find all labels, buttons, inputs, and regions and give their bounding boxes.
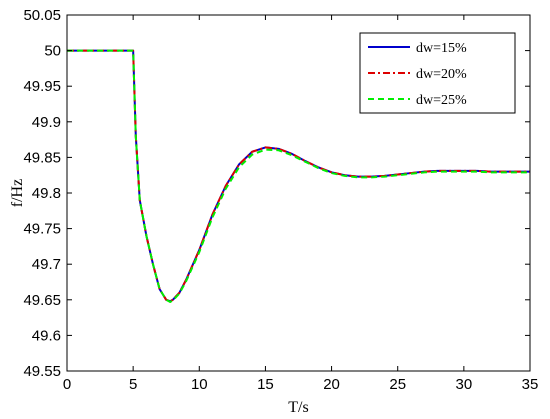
x-tick-label: 20 [323, 376, 340, 393]
y-tick-label: 49.75 [23, 221, 61, 238]
y-tick-label: 49.9 [32, 114, 61, 131]
legend-label-2: dw=20% [416, 67, 467, 82]
y-axis-title: f/Hz [9, 179, 26, 207]
y-tick-label: 49.65 [23, 292, 61, 309]
series-line-2 [67, 49, 530, 303]
y-tick-label: 49.6 [32, 327, 61, 344]
x-tick-label: 15 [257, 376, 274, 393]
y-tick-label: 49.7 [32, 256, 61, 273]
x-tick-label: 25 [389, 376, 406, 393]
ticks-layer: 0 5 10 15 20 25 30 35 49.55 49.6 49.65 49.7 49.75 49.… [23, 7, 538, 393]
series-layer [67, 49, 530, 303]
x-tick-label: 35 [522, 376, 539, 393]
y-tick-label: 49.95 [23, 78, 61, 95]
y-tick-label: 50.05 [23, 7, 61, 24]
y-tick-label: 49.8 [32, 185, 61, 202]
legend-label-3: dw=25% [416, 93, 467, 108]
x-tick-label: 5 [129, 376, 137, 393]
legend-label-1: dw=15% [416, 41, 467, 56]
x-tick-label: 30 [456, 376, 473, 393]
y-tick-label: 49.85 [23, 149, 61, 166]
y-tick-label: 50 [44, 43, 61, 60]
legend: dw=15% dw=20% dw=25% [359, 32, 516, 114]
x-axis-title: T/s [288, 399, 308, 416]
y-tick-label: 49.55 [23, 363, 61, 380]
x-tick-label: 10 [191, 376, 208, 393]
x-tick-label: 0 [63, 376, 71, 393]
